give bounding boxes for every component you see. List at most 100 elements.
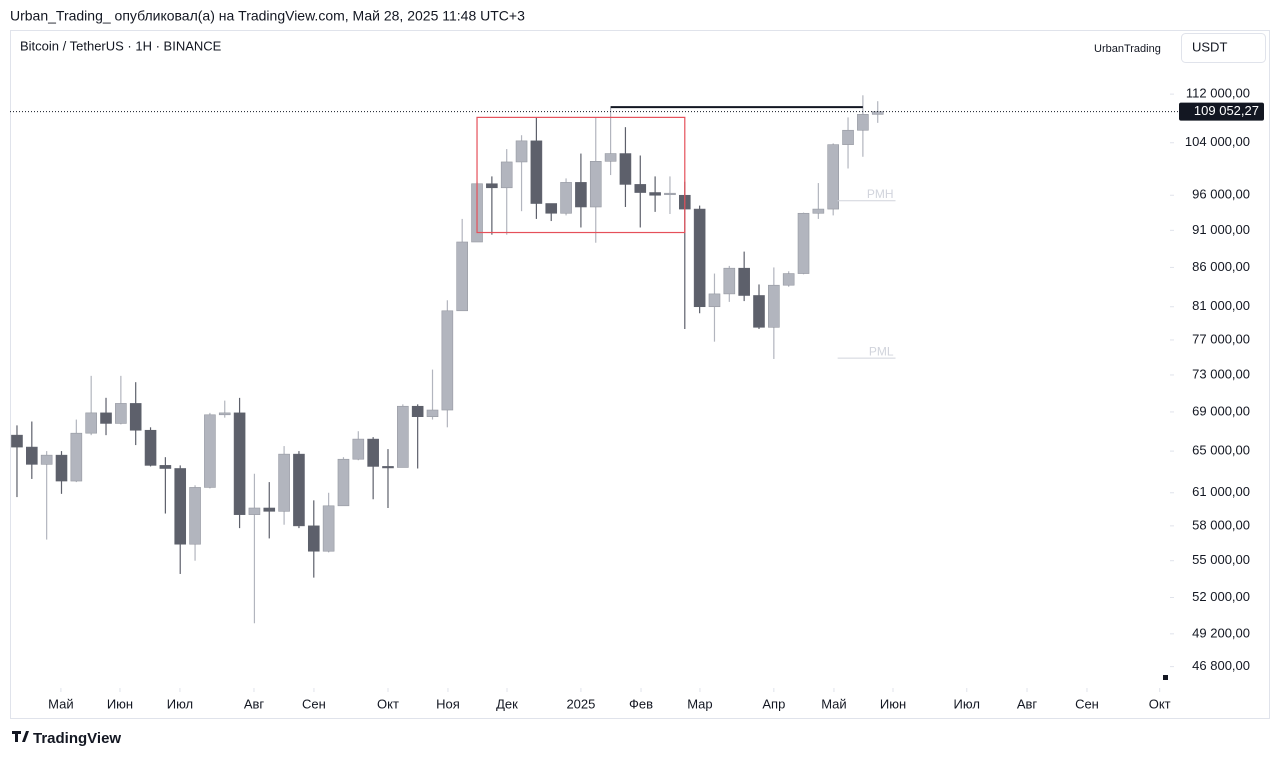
candle-body [723, 267, 736, 295]
candle-body [768, 284, 780, 328]
candle-body [589, 161, 602, 208]
candle-body [248, 507, 261, 515]
author: UrbanTrading [1094, 43, 1161, 55]
y-tick-label: 104 000,00 [1185, 134, 1250, 149]
x-tick-label: Мар [687, 696, 712, 711]
y-tick-label: 52 000,00 [1192, 589, 1250, 604]
candle-body [812, 208, 825, 214]
candle-body [411, 405, 424, 417]
y-tick-label: 73 000,00 [1192, 366, 1250, 381]
marker [1163, 675, 1168, 680]
y-tick-label: 55 000,00 [1192, 552, 1250, 567]
x-tick-label: Апр [762, 696, 785, 711]
candle-body [337, 458, 350, 507]
header: Urban_Trading_ опубликовал(а) на Trading… [10, 8, 525, 24]
candle-body [693, 208, 706, 308]
symbol: Bitcoin / TetherUS · 1H · BINANCE [20, 38, 222, 53]
candle-body [753, 295, 765, 328]
logo-icon [12, 731, 29, 742]
x-tick-label: Дек [496, 696, 518, 711]
x-tick-label: Авг [244, 696, 265, 711]
last-price-label: 109 052,27 [1194, 103, 1259, 118]
x-tick-label: Окт [1149, 696, 1171, 711]
logo: TradingView [12, 730, 121, 747]
candle-body [382, 466, 394, 469]
candle-body [456, 241, 468, 312]
currency[interactable]: USDT [1192, 39, 1227, 54]
candle-body [204, 414, 216, 488]
candle-body [352, 438, 365, 460]
x-tick-label: Июн [107, 696, 133, 711]
x-tick-label: Окт [377, 696, 399, 711]
x-tick-label: Июл [167, 696, 193, 711]
candle-body [144, 429, 157, 466]
candle-body [426, 409, 439, 417]
candle-body [560, 182, 572, 214]
candle-body [782, 273, 795, 286]
x-tick-label: Июл [954, 696, 980, 711]
candle-body [293, 453, 305, 527]
level-label: PML [869, 344, 894, 358]
footer-logo: TradingView [33, 730, 121, 747]
candle-body [708, 293, 721, 308]
candle-body [397, 405, 409, 468]
y-tick-label: 112 000,00 [1186, 86, 1250, 101]
candle-body [307, 525, 320, 552]
y-tick-label: 61 000,00 [1192, 484, 1250, 499]
candle-body [278, 453, 290, 512]
candle-body [40, 454, 53, 465]
candle-body [738, 267, 750, 296]
candle-body [174, 468, 187, 545]
x-tick-label: Сен [302, 696, 326, 711]
x-tick-label: Авг [1017, 696, 1038, 711]
x-tick-label: Ноя [436, 696, 460, 711]
last-price-tag [1179, 102, 1264, 121]
x-tick-label: Сен [1075, 696, 1099, 711]
candle-body [11, 434, 23, 448]
level-label: PMH [867, 187, 894, 201]
candle-body [500, 161, 513, 189]
y-tick-label: 46 800,00 [1192, 658, 1250, 673]
candle-body [545, 203, 558, 214]
candle-body [159, 465, 172, 469]
candle-body [218, 412, 231, 416]
candle-body [664, 192, 676, 196]
candle-body [55, 454, 68, 482]
candle-body [70, 432, 83, 482]
y-tick-label: 77 000,00 [1192, 331, 1250, 346]
candle-body [486, 183, 498, 189]
candle-body [129, 403, 142, 431]
x-tick-label: Июн [880, 696, 906, 711]
y-tick-label: 96 000,00 [1192, 187, 1250, 202]
x-tick-label: Фев [629, 696, 653, 711]
candle-body [100, 412, 112, 424]
y-tick-label: 49 200,00 [1192, 625, 1250, 640]
chart-frame [10, 30, 1270, 719]
candle-body [649, 192, 661, 196]
candle-body [604, 153, 617, 162]
candle-body [189, 487, 201, 545]
y-tick-label: 65 000,00 [1192, 443, 1250, 458]
candle-body [857, 114, 869, 131]
range-box [476, 116, 686, 234]
y-tick-label: 69 000,00 [1192, 403, 1250, 418]
y-tick-label: 58 000,00 [1192, 517, 1250, 532]
candle-body [233, 412, 246, 515]
currency-button[interactable] [1181, 33, 1266, 63]
candle-body [575, 182, 587, 208]
candle-body [26, 446, 38, 465]
x-tick-label: 2025 [566, 696, 595, 711]
candle-body [367, 438, 379, 467]
y-tick-label: 86 000,00 [1192, 259, 1250, 274]
candle-body [842, 129, 854, 145]
candle-body [634, 184, 647, 193]
y-tick-label: 81 000,00 [1192, 298, 1250, 313]
candle-body [515, 140, 528, 163]
candle-body [85, 412, 97, 434]
x-tick-label: Май [48, 696, 73, 711]
candle-body [797, 212, 810, 274]
y-tick-label: 91 000,00 [1192, 222, 1250, 237]
candle-body [441, 310, 454, 411]
